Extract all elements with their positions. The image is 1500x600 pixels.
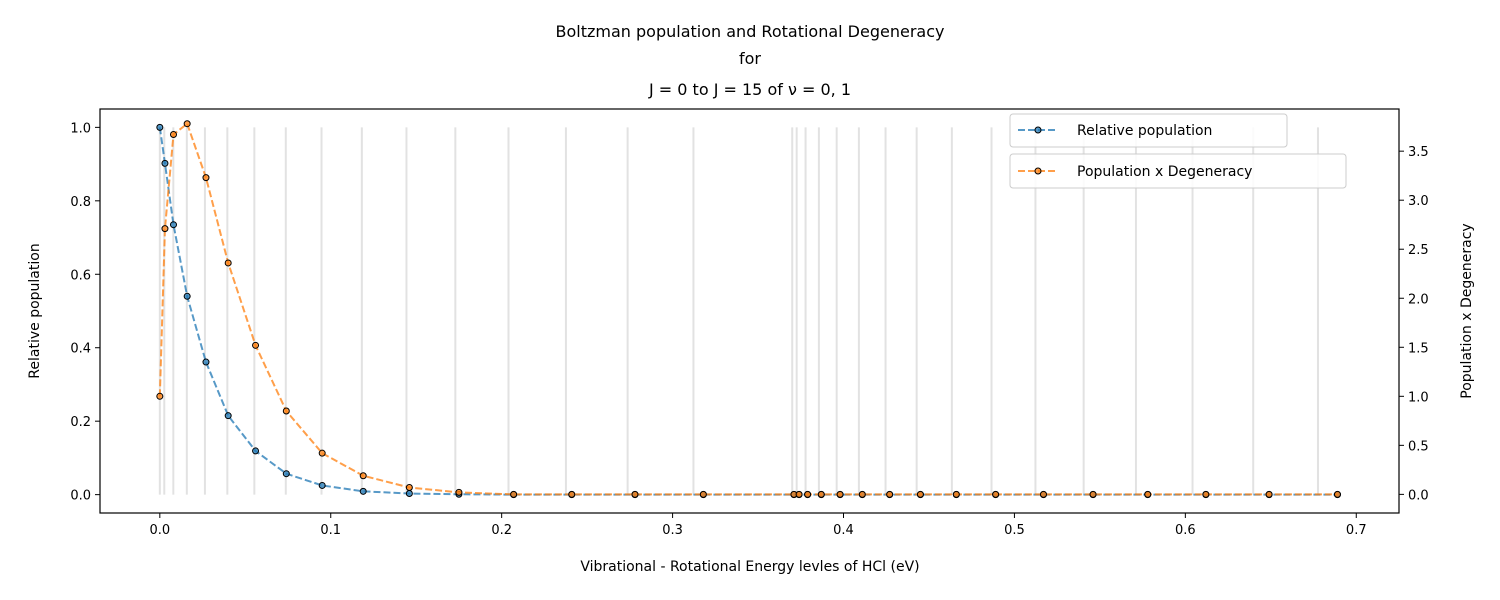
y-tick-label: 0.6 — [70, 268, 91, 283]
series-layer — [156, 120, 1341, 499]
x-tick-label: 0.5 — [1004, 523, 1025, 538]
series-1-point — [169, 221, 177, 229]
x-axis-label: Vibrational - Rotational Energy levles o… — [580, 559, 919, 575]
series-2-point — [952, 490, 960, 498]
legend-marker-swatch — [1034, 126, 1042, 134]
series-1-point — [405, 490, 413, 498]
y-axis-right: 0.0 0.5 1.0 1.5 2.0 2.5 3.0 3.5 — [1399, 145, 1429, 503]
chart-title-line-2: for — [739, 49, 761, 68]
series-1-point — [318, 481, 326, 489]
series-2-point — [510, 490, 518, 498]
legend-relative-population: Relative population — [1009, 113, 1288, 148]
series-2-point — [1144, 490, 1152, 498]
y2-tick-label: 3.0 — [1408, 194, 1429, 209]
series-2-point — [359, 472, 367, 480]
y2-tick-label: 1.5 — [1408, 341, 1429, 356]
energy-level-lines — [158, 127, 1319, 495]
series-2-point — [858, 490, 866, 498]
series-2-point — [631, 490, 639, 498]
chart-title-line-3: J = 0 to J = 15 of ν = 0, 1 — [648, 80, 851, 99]
series-2-point — [836, 490, 844, 498]
series-2-point — [161, 225, 169, 233]
y2-tick-label: 0.5 — [1408, 439, 1429, 454]
series-2-point — [1089, 490, 1097, 498]
x-axis: 0.0 0.1 0.2 0.3 0.4 0.5 0.6 0.7 — [149, 513, 1367, 538]
x-tick-label: 0.1 — [320, 523, 341, 538]
series-2-point — [1333, 490, 1341, 498]
series-1-point — [282, 470, 290, 478]
y-tick-label: 0.8 — [70, 195, 91, 210]
series-2-point — [795, 490, 803, 498]
x-tick-label: 0.0 — [149, 523, 170, 538]
x-tick-label: 0.6 — [1175, 523, 1196, 538]
series-2-point — [804, 490, 812, 498]
legend-box — [1009, 153, 1347, 189]
plot-frame — [99, 108, 1400, 514]
series-2-point — [886, 490, 894, 498]
y-tick-label: 0.4 — [70, 342, 91, 357]
series-1-point — [252, 447, 260, 455]
series-2-point — [916, 490, 924, 498]
series-2-point — [224, 259, 232, 267]
series-2-point — [169, 130, 177, 138]
legend-marker-swatch — [1034, 167, 1042, 175]
y-axis-label: Relative population — [27, 243, 43, 378]
series-2-point — [282, 407, 290, 415]
legend-label: Population x Degeneracy — [1077, 164, 1252, 180]
y-tick-label: 1.0 — [70, 121, 91, 136]
series-2-point — [1039, 490, 1047, 498]
y2-tick-label: 2.5 — [1408, 243, 1429, 258]
series-2-point — [1202, 490, 1210, 498]
y2-tick-label: 0.0 — [1408, 488, 1429, 503]
y-tick-label: 0.2 — [70, 415, 91, 430]
series-2-point — [156, 392, 164, 400]
series-2-point — [202, 174, 210, 182]
series-2-point — [568, 490, 576, 498]
x-tick-label: 0.4 — [833, 523, 854, 538]
series-2-point — [252, 341, 260, 349]
series-1-point — [224, 412, 232, 420]
series-2-point — [455, 488, 463, 496]
y2-tick-label: 3.5 — [1408, 145, 1429, 160]
y2-axis-label: Population x Degeneracy — [1459, 223, 1475, 398]
x-tick-label: 0.3 — [662, 523, 683, 538]
series-2-point — [992, 490, 1000, 498]
y2-tick-label: 1.0 — [1408, 390, 1429, 405]
series-1-point — [202, 358, 210, 366]
series-1-point — [359, 487, 367, 495]
legend-box — [1009, 113, 1288, 148]
series-2-point — [405, 484, 413, 492]
series-2-point — [318, 449, 326, 457]
series-2-point — [183, 120, 191, 128]
series-2-point — [817, 490, 825, 498]
series-1-point — [161, 159, 169, 167]
y-tick-label: 0.0 — [70, 489, 91, 504]
y2-tick-label: 2.0 — [1408, 292, 1429, 307]
legend-population-x-degeneracy: Population x Degeneracy — [1009, 153, 1347, 189]
chart-title: Boltzman population and Rotational Degen… — [556, 22, 945, 99]
legend-label: Relative population — [1077, 123, 1212, 139]
series-2-point — [1265, 490, 1273, 498]
series-line-2 — [158, 122, 1338, 496]
x-tick-label: 0.2 — [491, 523, 512, 538]
series-2-point — [699, 490, 707, 498]
y-axis-left: 0.0 0.2 0.4 0.6 0.8 1.0 — [70, 121, 100, 504]
chart-title-line-1: Boltzman population and Rotational Degen… — [556, 22, 945, 41]
series-1-point — [156, 123, 164, 131]
series-1-point — [183, 292, 191, 300]
x-tick-label: 0.7 — [1346, 523, 1367, 538]
